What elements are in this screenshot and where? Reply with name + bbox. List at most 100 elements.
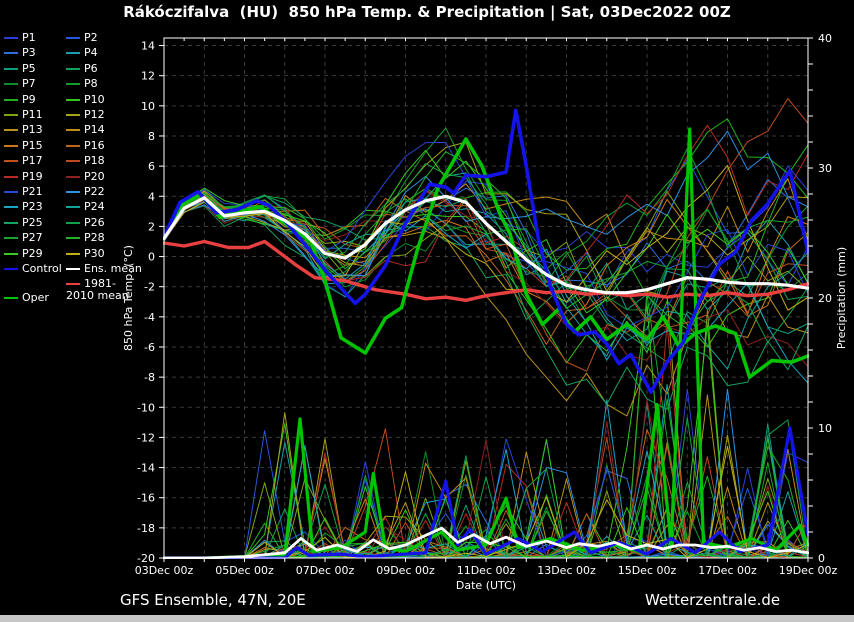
temp-tick-label: -14 <box>137 462 155 475</box>
legend-swatch <box>4 268 18 270</box>
legend-label: P22 <box>84 185 105 198</box>
legend-label: P26 <box>84 215 105 229</box>
temp-tick-label: 0 <box>148 251 155 264</box>
legend-label: P17 <box>22 154 43 168</box>
right-axis-title: Precipitation (mm) <box>835 247 848 349</box>
precip-tick-label: 0 <box>818 552 825 565</box>
legend-label: P1 <box>22 31 36 44</box>
legend-label: P2 <box>84 31 98 44</box>
legend-item: Oper <box>4 291 49 305</box>
precip-tick-label: 20 <box>818 292 832 305</box>
ens-mean-precip-line <box>163 526 809 559</box>
legend-label: P9 <box>22 92 36 106</box>
legend-item: 1981-2010 mean <box>66 278 138 302</box>
legend-item: P1 <box>4 31 36 45</box>
temp-tick-label: -20 <box>137 552 155 565</box>
legend-swatch <box>66 237 80 240</box>
legend-item: P8 <box>66 77 98 91</box>
oper-precip-line <box>163 127 809 559</box>
legend-swatch <box>4 37 18 39</box>
temp-tick-label: 2 <box>148 220 155 233</box>
legend-label: P29 <box>22 246 43 260</box>
legend-label: 1981-2010 mean <box>66 277 129 302</box>
legend-swatch <box>4 160 18 163</box>
legend-swatch <box>66 67 80 70</box>
legend-item: P10 <box>66 93 105 107</box>
temp-tick-label: -8 <box>144 371 155 384</box>
control-precip-line <box>163 426 809 559</box>
member-temp-line <box>163 178 809 262</box>
legend-swatch <box>66 52 80 55</box>
legend-swatch <box>4 175 18 178</box>
member-temp-line <box>163 172 809 370</box>
ens-mean-temp-line <box>163 194 809 295</box>
legend-item: P12 <box>66 108 105 122</box>
legend-label: P3 <box>22 46 36 60</box>
date-tick-label: 19Dec 00z <box>779 564 838 577</box>
date-tick-label: 09Dec 00z <box>376 564 435 577</box>
legend-label: P19 <box>22 169 43 183</box>
legend-item: P13 <box>4 123 43 137</box>
legend-swatch <box>4 297 18 299</box>
legend-item: P18 <box>66 154 105 168</box>
legend-label: Oper <box>22 291 49 304</box>
legend-item: P11 <box>4 108 43 122</box>
legend-swatch <box>66 83 80 86</box>
legend-item: P5 <box>4 62 36 76</box>
temp-tick-label: -18 <box>137 522 155 535</box>
legend-item: P20 <box>66 170 105 184</box>
x-axis-title: Date (UTC) <box>456 579 516 592</box>
legend-item: P7 <box>4 77 36 91</box>
date-tick-label: 05Dec 00z <box>215 564 274 577</box>
legend-item: P22 <box>66 185 105 199</box>
legend-swatch <box>66 98 80 101</box>
legend-label: P28 <box>84 231 105 245</box>
temp-tick-label: -10 <box>137 401 155 414</box>
legend-item: P19 <box>4 170 43 184</box>
legend-label: P20 <box>84 169 105 183</box>
control-temp-line <box>163 108 809 394</box>
temp-tick-label: 4 <box>148 190 155 203</box>
legend-item: P17 <box>4 154 43 168</box>
temp-tick-label: -4 <box>144 311 155 324</box>
legend-item: P30 <box>66 247 105 261</box>
temp-tick-label: -6 <box>144 341 155 354</box>
member-temp-line <box>163 193 809 410</box>
legend-swatch <box>66 37 80 39</box>
legend-item: P25 <box>4 216 43 230</box>
legend-swatch <box>4 52 18 55</box>
legend-item: P16 <box>66 139 105 153</box>
legend-swatch <box>4 191 18 193</box>
legend-label: P11 <box>22 108 43 121</box>
chart-title: Rákóczifalva (HU) 850 hPa Temp. & Precip… <box>123 3 731 21</box>
legend-label: P4 <box>84 46 98 60</box>
temp-tick-label: 10 <box>141 100 155 113</box>
legend-label: P5 <box>22 61 36 75</box>
precip-tick-label: 30 <box>818 162 832 175</box>
member-temp-line <box>163 205 809 363</box>
legend-label: P25 <box>22 215 43 229</box>
legend-label: P24 <box>84 200 105 214</box>
left-axis-title: 850 hPa Temp. (°C) <box>122 245 135 351</box>
member-precip-line <box>163 445 809 559</box>
legend-item: P28 <box>66 231 105 245</box>
legend-swatch <box>66 206 80 209</box>
site-label: Wetterzentrale.de <box>645 591 781 609</box>
legend-swatch <box>4 237 18 240</box>
date-tick-label: 03Dec 00z <box>135 564 194 577</box>
temp-tick-label: -2 <box>144 281 155 294</box>
legend-label: Control <box>22 262 62 275</box>
legend-item: P27 <box>4 231 43 245</box>
legend-swatch <box>4 144 18 147</box>
legend-item: P6 <box>66 62 98 76</box>
member-temp-line <box>163 163 809 343</box>
precip-tick-label: 40 <box>818 32 832 45</box>
legend-swatch <box>66 283 80 285</box>
member-temp-line <box>163 130 809 277</box>
legend-swatch <box>4 129 18 132</box>
member-temp-line <box>163 193 809 287</box>
model-label: GFS Ensemble, 47N, 20E <box>120 591 306 609</box>
date-tick-label: 13Dec 00z <box>537 564 596 577</box>
